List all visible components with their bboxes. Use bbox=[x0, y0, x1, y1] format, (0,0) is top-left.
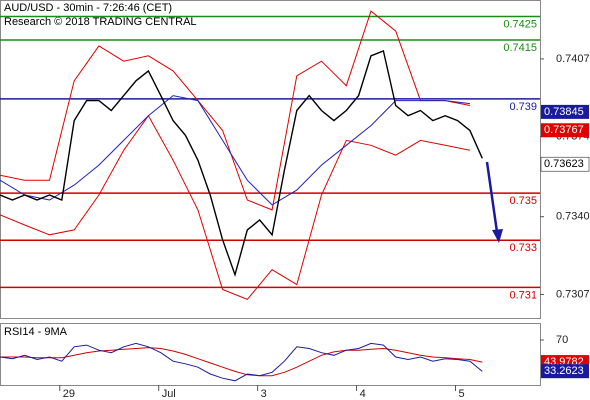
level-label: 0.731 bbox=[509, 289, 537, 301]
level-label: 0.739 bbox=[509, 101, 537, 113]
value-marker-box bbox=[540, 156, 590, 172]
series-line bbox=[0, 10, 470, 211]
chart-title: AUD/USD - 30min - 7:26:46 (CET) bbox=[4, 2, 172, 14]
value-marker-label: 0.73623 bbox=[544, 158, 584, 170]
x-tick-label: 3 bbox=[261, 388, 267, 400]
value-marker-box bbox=[541, 364, 589, 379]
y-tick-label: 70 bbox=[556, 334, 568, 346]
x-tick-label: 29 bbox=[63, 388, 75, 400]
series-line bbox=[0, 347, 483, 377]
level-label: 0.735 bbox=[509, 195, 537, 207]
plot-layer: 0.74070.73740.73400.73070.74250.74150.73… bbox=[0, 10, 590, 400]
x-tick-label: Jul bbox=[162, 388, 176, 400]
value-marker-label: 0.73767 bbox=[544, 124, 584, 136]
rsi-panel bbox=[0, 323, 541, 386]
x-tick-label: 5 bbox=[458, 388, 464, 400]
y-tick-label: 0.7307 bbox=[556, 288, 590, 300]
series-line bbox=[0, 342, 483, 382]
y-tick-label: 0.7407 bbox=[556, 53, 590, 65]
chart-subtitle: Research © 2018 TRADING CENTRAL bbox=[4, 16, 197, 28]
series-line bbox=[0, 95, 470, 206]
price-panel bbox=[0, 0, 541, 319]
level-label: 0.7425 bbox=[503, 18, 537, 30]
series-line bbox=[0, 49, 483, 278]
value-marker-label: 0.73845 bbox=[544, 106, 584, 118]
value-marker-box bbox=[541, 123, 589, 138]
value-marker-box bbox=[541, 104, 589, 119]
series-line bbox=[0, 114, 470, 300]
y-tick-label: 0.7340 bbox=[556, 211, 590, 223]
x-tick-label: 4 bbox=[360, 388, 366, 400]
level-label: 0.733 bbox=[509, 242, 537, 254]
level-label: 0.7415 bbox=[503, 42, 537, 54]
rsi-title: RSI14 - 9MA bbox=[4, 326, 68, 338]
value-marker-label: 33.2623 bbox=[544, 365, 584, 377]
forecast-arrow bbox=[485, 161, 503, 243]
